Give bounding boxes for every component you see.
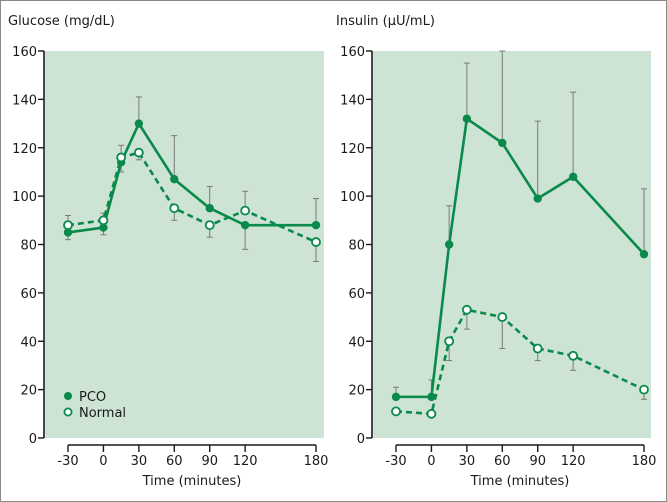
glucose-panel: Glucose (mg/dL) 0 20 40 60 80 100 120 140 160 -30…	[8, 14, 328, 489]
glucose-plot-area	[45, 51, 324, 438]
insulin-plot-area	[373, 51, 651, 438]
data-point-normal	[133, 147, 144, 158]
data-point-normal	[98, 215, 109, 226]
x-tick-label: 120	[561, 454, 586, 469]
data-point-normal	[391, 406, 401, 417]
insulin-axes: 0 20 40 60 80 100 120 140 160 -30 0 30 60 90 120 180	[340, 45, 656, 469]
x-tick-label: 0	[427, 454, 435, 469]
data-point-pco	[391, 392, 401, 402]
data-point-normal	[532, 343, 543, 354]
data-point-pco	[311, 220, 321, 230]
data-point-pco	[99, 223, 108, 232]
y-tick-label: 100	[12, 190, 37, 205]
data-point-pco	[134, 119, 144, 128]
data-point-normal	[444, 336, 455, 347]
data-point-normal	[240, 205, 251, 216]
legend: PCO Normal	[63, 390, 126, 421]
data-point-pco	[568, 172, 578, 181]
insulin-x-axis-label: Time (minutes)	[470, 474, 570, 489]
y-tick-label: 20	[20, 384, 37, 399]
glucose-title: Glucose (mg/dL)	[8, 14, 115, 29]
legend-normal-label: Normal	[79, 406, 126, 421]
y-tick-label: 140	[12, 93, 37, 108]
x-tick-label: 30	[459, 454, 476, 469]
y-tick-label: 40	[348, 335, 365, 350]
legend-normal-marker	[63, 407, 73, 417]
data-point-normal	[204, 220, 215, 231]
x-tick-label: 90	[201, 454, 218, 469]
data-point-pco	[427, 392, 436, 402]
data-point-pco	[533, 194, 542, 203]
data-point-pco	[240, 220, 250, 230]
x-tick-label: 60	[166, 454, 183, 469]
data-point-pco	[462, 114, 472, 123]
y-tick-label: 0	[29, 432, 37, 447]
y-tick-label: 0	[357, 432, 365, 447]
glucose-markers	[63, 119, 321, 247]
x-tick-label: 90	[529, 454, 546, 469]
x-tick-label: 180	[304, 454, 329, 469]
x-tick-label: 180	[632, 454, 657, 469]
y-tick-label: 80	[20, 239, 37, 254]
x-tick-label: -30	[385, 454, 406, 469]
y-tick-label: 40	[20, 335, 37, 350]
x-tick-label: 0	[99, 454, 107, 469]
x-tick-label: 60	[494, 454, 511, 469]
data-point-normal	[63, 220, 73, 231]
insulin-title: Insulin (µU/mL)	[336, 14, 435, 29]
data-point-normal	[426, 408, 437, 419]
data-point-normal	[497, 312, 508, 322]
legend-pco-label: PCO	[79, 390, 106, 405]
insulin-panel: Insulin (µU/mL) 0 20 40 60 80 100 120 140 160 -30…	[336, 14, 656, 489]
series-line-pco	[396, 117, 645, 399]
data-point-normal	[169, 203, 180, 214]
glucose-x-axis-label: Time (minutes)	[142, 474, 242, 489]
insulin-series-lines	[395, 117, 645, 416]
glucose-axes: 0 20 40 60 80 100 120 140 160 -30 0 30 60 90 120 180	[12, 45, 328, 469]
y-tick-label: 160	[340, 45, 365, 60]
y-tick-label: 120	[12, 142, 37, 157]
data-point-normal	[568, 350, 579, 361]
y-tick-label: 100	[340, 190, 365, 205]
x-tick-label: 30	[131, 454, 148, 469]
legend-pco-marker	[64, 392, 72, 400]
data-point-pco	[205, 204, 214, 213]
y-tick-label: 140	[340, 93, 365, 108]
insulin-markers	[391, 114, 649, 419]
y-tick-label: 60	[348, 287, 365, 302]
data-point-pco	[498, 138, 507, 148]
data-point-pco	[63, 228, 73, 237]
x-tick-label: -30	[57, 454, 78, 469]
data-point-pco	[444, 240, 454, 249]
y-tick-label: 160	[12, 45, 37, 60]
glucose-error-bars	[65, 96, 319, 262]
data-point-normal	[311, 237, 321, 247]
data-point-normal	[116, 152, 127, 163]
data-point-pco	[639, 249, 649, 259]
y-tick-label: 120	[340, 142, 365, 157]
data-point-pco	[170, 174, 179, 184]
y-tick-label: 60	[20, 287, 37, 302]
y-tick-label: 20	[348, 384, 365, 399]
y-tick-label: 80	[348, 239, 365, 254]
data-point-normal	[461, 304, 472, 315]
x-tick-label: 120	[233, 454, 258, 469]
data-point-normal	[639, 384, 649, 395]
series-line-normal	[67, 151, 317, 244]
series-line-normal	[395, 308, 645, 416]
